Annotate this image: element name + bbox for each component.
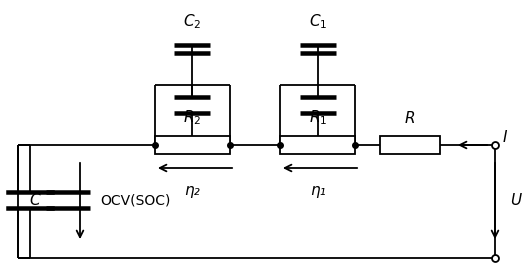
Text: $C_1$: $C_1$	[309, 13, 327, 31]
Text: $R_1$: $R_1$	[309, 109, 327, 127]
Text: $R_2$: $R_2$	[183, 109, 201, 127]
Bar	[155, 136, 230, 154]
Text: OCV(SOC): OCV(SOC)	[100, 193, 170, 207]
Text: $C$: $C$	[29, 192, 41, 208]
Bar	[280, 136, 355, 154]
Text: $R$: $R$	[405, 110, 416, 126]
Text: η₁: η₁	[310, 183, 326, 198]
Text: I: I	[503, 131, 508, 145]
Text: $U$: $U$	[510, 192, 523, 208]
Bar	[380, 136, 440, 154]
Text: η₂: η₂	[184, 183, 200, 198]
Text: $C_2$: $C_2$	[183, 13, 201, 31]
